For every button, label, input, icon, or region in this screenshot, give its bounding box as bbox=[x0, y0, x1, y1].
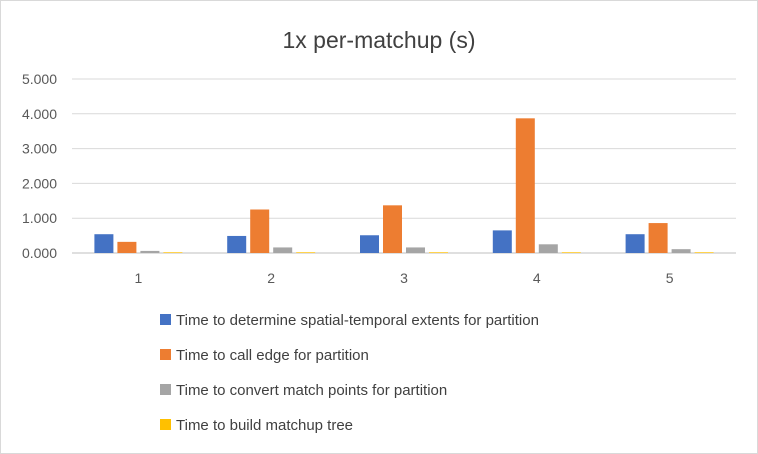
bar bbox=[671, 249, 691, 253]
y-tick-label: 1.000 bbox=[22, 210, 57, 226]
bar bbox=[538, 244, 558, 253]
bar bbox=[250, 209, 270, 253]
bar bbox=[515, 118, 535, 253]
bar bbox=[383, 205, 402, 253]
y-tick-label: 5.000 bbox=[22, 71, 57, 87]
legend-swatch bbox=[160, 314, 171, 325]
legend-label: Time to call edge for partition bbox=[176, 347, 369, 364]
x-axis-ticks: 1 2 3 4 5 bbox=[135, 270, 674, 286]
legend-swatch bbox=[160, 384, 171, 395]
x-tick-label: 3 bbox=[400, 270, 408, 286]
x-tick-label: 4 bbox=[533, 270, 541, 286]
gridlines bbox=[72, 78, 736, 254]
bar bbox=[94, 234, 114, 253]
chart-title: 1x per-matchup (s) bbox=[282, 27, 475, 53]
bar bbox=[163, 252, 183, 253]
bar bbox=[694, 252, 714, 253]
legend-swatch bbox=[160, 349, 171, 360]
x-tick-label: 5 bbox=[666, 270, 674, 286]
bar bbox=[117, 241, 137, 253]
y-tick-label: 2.000 bbox=[22, 175, 57, 191]
y-tick-label: 3.000 bbox=[22, 141, 57, 157]
legend-swatch bbox=[160, 419, 171, 430]
bar bbox=[273, 247, 293, 253]
bar bbox=[296, 252, 316, 253]
legend-label: Time to build matchup tree bbox=[176, 417, 353, 434]
bar bbox=[406, 247, 425, 253]
bar bbox=[360, 235, 379, 253]
legend-label: Time to determine spatial-temporal exten… bbox=[176, 312, 539, 329]
legend-label: Time to convert match points for partiti… bbox=[176, 382, 447, 399]
y-tick-label: 0.000 bbox=[22, 245, 57, 261]
x-tick-label: 2 bbox=[267, 270, 275, 286]
bar bbox=[648, 223, 668, 253]
bars bbox=[94, 118, 714, 253]
bar bbox=[140, 250, 160, 253]
bar bbox=[625, 234, 645, 253]
legend: Time to determine spatial-temporal exten… bbox=[160, 312, 539, 434]
bar bbox=[561, 252, 581, 253]
x-tick-label: 1 bbox=[135, 270, 143, 286]
bar bbox=[429, 252, 448, 253]
bar bbox=[227, 235, 247, 253]
bar bbox=[492, 230, 512, 253]
y-tick-label: 4.000 bbox=[22, 106, 57, 122]
y-axis-ticks: 0.000 1.000 2.000 3.000 4.000 5.000 bbox=[22, 71, 57, 261]
